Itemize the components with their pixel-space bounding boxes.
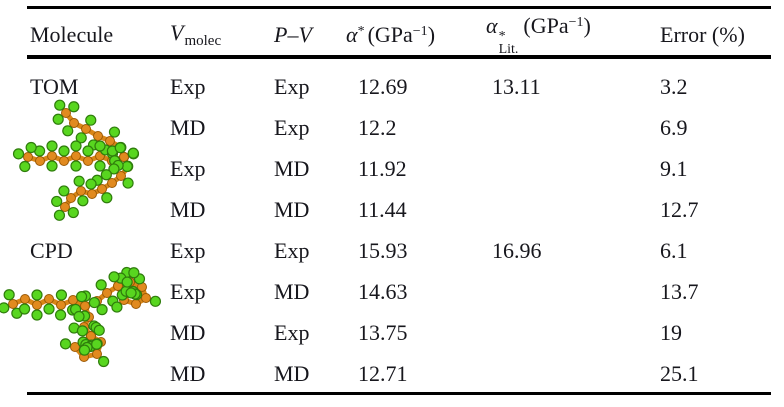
table-row: MD MD 12.71 25.1 bbox=[28, 353, 770, 394]
cell-vmolec: Exp bbox=[170, 73, 206, 99]
cell-vmolec: MD bbox=[170, 114, 206, 140]
table-row: MD MD 11.44 12.7 bbox=[28, 189, 770, 230]
cell-error: 25.1 bbox=[660, 360, 699, 386]
cell-molecule: TOM bbox=[30, 73, 79, 99]
cell-error: 12.7 bbox=[660, 196, 699, 222]
cell-alpha: 11.44 bbox=[358, 196, 407, 222]
cell-alpha: 13.75 bbox=[358, 319, 408, 345]
table-top-rule bbox=[27, 6, 771, 9]
cell-alpha-lit: 16.96 bbox=[492, 237, 542, 263]
table-body: TOM Exp Exp 12.69 13.11 3.2 MD Exp 12.2 … bbox=[28, 66, 770, 394]
header-molecule: Molecule bbox=[28, 22, 168, 48]
cell-error: 9.1 bbox=[660, 155, 688, 181]
table-row: MD Exp 13.75 19 bbox=[28, 312, 770, 353]
table-row: Exp MD 14.63 13.7 bbox=[28, 271, 770, 312]
cell-alpha: 14.63 bbox=[358, 278, 408, 304]
header-vmolec: Vmolec bbox=[168, 20, 272, 50]
header-alpha-lit-subscript: Lit. bbox=[498, 42, 519, 58]
cell-error: 6.9 bbox=[660, 114, 688, 140]
cell-vmolec: Exp bbox=[170, 237, 206, 263]
cell-alpha: 11.92 bbox=[358, 155, 407, 181]
cell-vmolec: MD bbox=[170, 196, 206, 222]
table-bottom-rule bbox=[27, 392, 771, 395]
cell-error: 6.1 bbox=[660, 237, 688, 263]
cell-error: 13.7 bbox=[660, 278, 699, 304]
table-header-rule bbox=[27, 55, 771, 59]
header-alpha-lit-unit-close: ) bbox=[583, 13, 591, 38]
cell-vmolec: MD bbox=[170, 319, 206, 345]
header-molecule-label: Molecule bbox=[30, 21, 114, 47]
table-row: TOM Exp Exp 12.69 13.11 3.2 bbox=[28, 66, 770, 107]
header-alpha-lit-scripts: * Lit. bbox=[498, 29, 519, 58]
cell-vmolec: Exp bbox=[170, 155, 206, 181]
cell-pv: MD bbox=[274, 278, 310, 304]
header-alpha-lit-asterisk: * bbox=[498, 29, 506, 44]
header-v-symbol: V bbox=[170, 19, 184, 45]
cell-pv: MD bbox=[274, 360, 310, 386]
header-v-subscript: molec bbox=[184, 32, 222, 49]
header-alpha-asterisk: * bbox=[357, 23, 365, 39]
table-row: Exp MD 11.92 9.1 bbox=[28, 148, 770, 189]
cpd-molecule-image bbox=[0, 266, 162, 368]
cell-pv: Exp bbox=[274, 73, 310, 99]
cell-vmolec: MD bbox=[170, 360, 206, 386]
tom-molecule-image bbox=[12, 99, 140, 221]
table-header-row: Molecule Vmolec P–V α* (GPa−1) α * Lit. (GPa… bbox=[28, 13, 770, 57]
header-error-label: Error (%) bbox=[660, 21, 745, 47]
header-alpha-symbol: α bbox=[346, 21, 358, 47]
header-alpha-lit-unit-exponent: −1 bbox=[568, 15, 584, 30]
cell-error: 19 bbox=[660, 319, 682, 345]
header-alpha-lit: α * Lit. (GPa−1) bbox=[484, 13, 658, 57]
header-alpha: α* (GPa−1) bbox=[344, 22, 490, 48]
header-alpha-lit-symbol: α bbox=[486, 13, 498, 38]
cell-pv: Exp bbox=[274, 114, 310, 140]
header-alpha-unit-exponent: −1 bbox=[412, 23, 428, 39]
cell-pv: MD bbox=[274, 155, 310, 181]
cell-alpha: 15.93 bbox=[358, 237, 408, 263]
cell-alpha: 12.69 bbox=[358, 73, 408, 99]
cell-alpha: 12.71 bbox=[358, 360, 408, 386]
cell-pv: MD bbox=[274, 196, 310, 222]
header-error: Error (%) bbox=[658, 22, 770, 48]
header-pv-label: P–V bbox=[274, 21, 312, 47]
cell-vmolec: Exp bbox=[170, 278, 206, 304]
cell-molecule: CPD bbox=[30, 237, 73, 263]
cell-pv: Exp bbox=[274, 319, 310, 345]
cell-error: 3.2 bbox=[660, 73, 688, 99]
cell-alpha: 12.2 bbox=[358, 114, 397, 140]
cell-pv: Exp bbox=[274, 237, 310, 263]
cell-alpha-lit: 13.11 bbox=[492, 73, 541, 99]
header-pv: P–V bbox=[272, 22, 356, 48]
table-row: MD Exp 12.2 6.9 bbox=[28, 107, 770, 148]
header-alpha-lit-unit-open: (GPa bbox=[523, 13, 569, 38]
header-alpha-unit-open: (GPa bbox=[367, 21, 413, 47]
table-row: CPD Exp Exp 15.93 16.96 6.1 bbox=[28, 230, 770, 271]
header-alpha-unit-close: ) bbox=[427, 21, 436, 47]
